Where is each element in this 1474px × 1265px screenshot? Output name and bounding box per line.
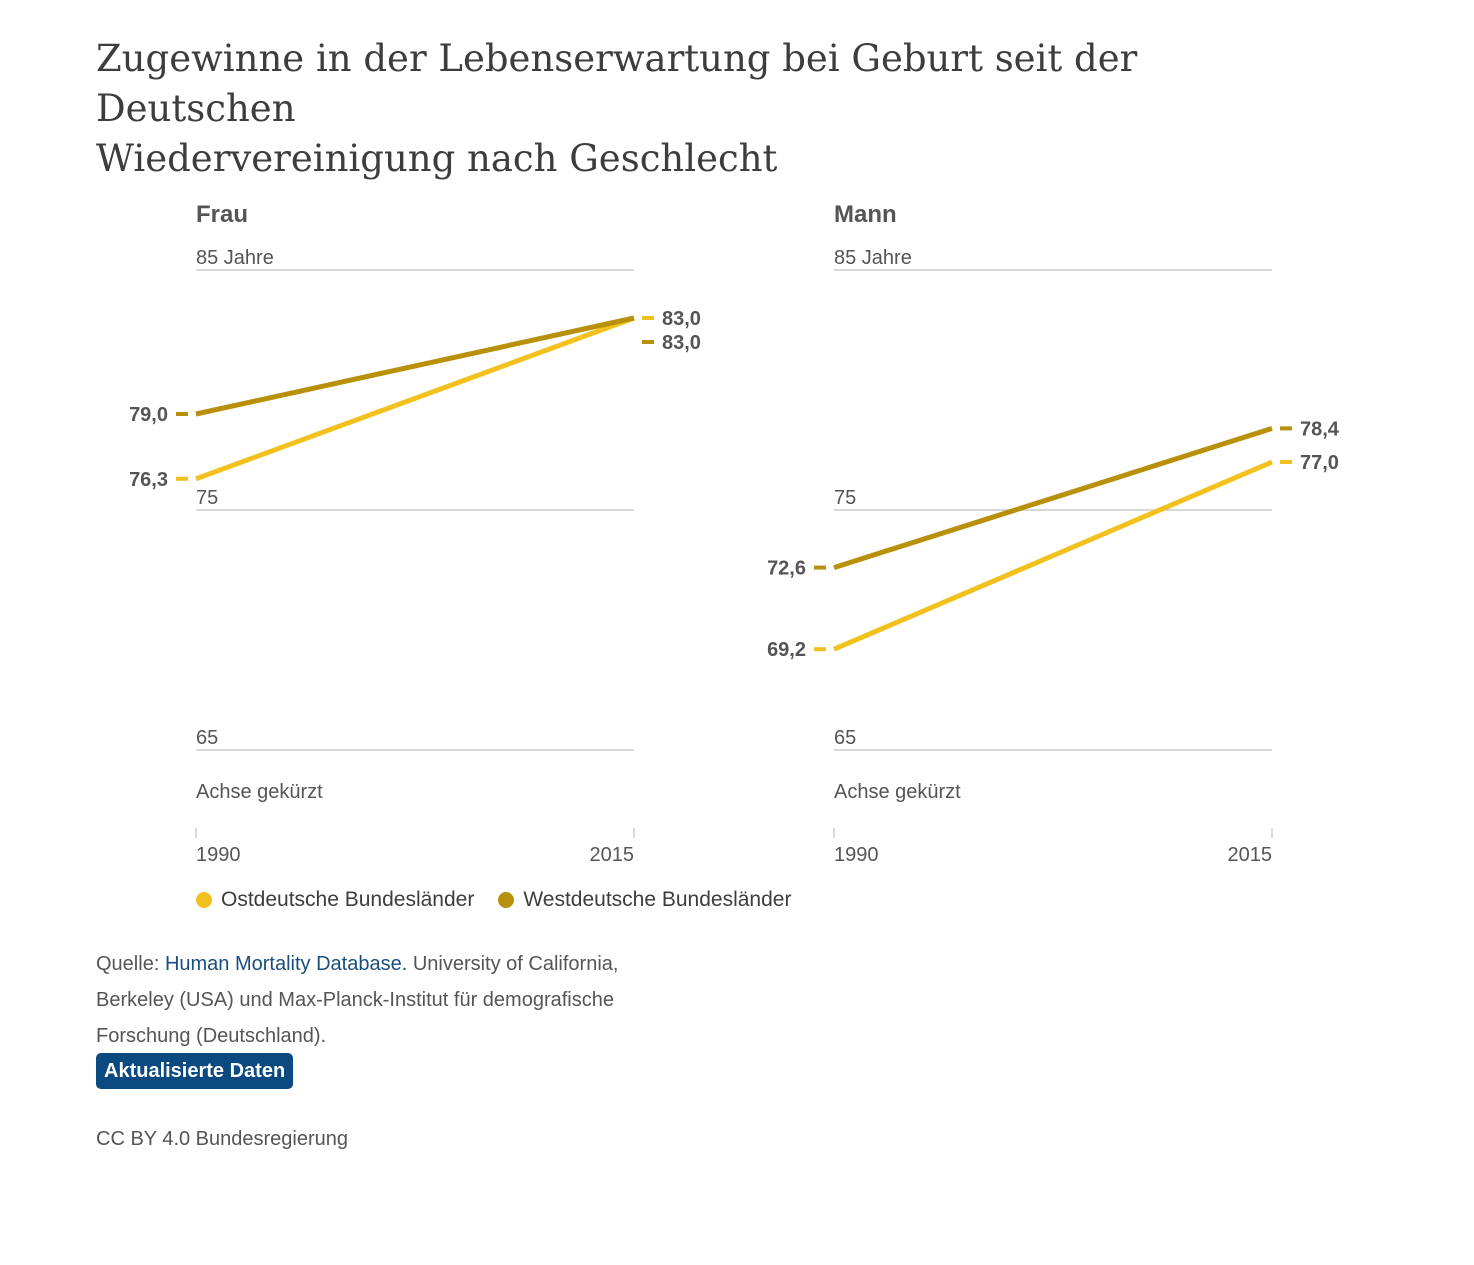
legend-dot-ost-icon	[196, 892, 212, 908]
panel-2-series-ost-line	[833, 459, 1273, 652]
panel-2-series-west-line	[833, 426, 1273, 570]
legend-item-west: Westdeutsche Bundesländer	[498, 888, 791, 912]
source-note: Quelle: Human Mortality Database. Univer…	[96, 946, 696, 1054]
charts-area: Frau 85 Jahre 75 65 Achse gekürzt 1990 2015 76,…	[129, 201, 1340, 866]
chart-title: Zugewinne in der Lebenserwartung bei Geb…	[96, 34, 1296, 184]
source-link[interactable]: Human Mortality Database.	[164, 953, 408, 975]
panel-2-series-west-start-label: 72,6	[767, 558, 806, 580]
panel-1-axis-note: Achse gekürzt	[196, 781, 323, 803]
legend-label-ost: Ostdeutsche Bundesländer	[221, 888, 475, 911]
panel-2-axis-note: Achse gekürzt	[834, 781, 961, 803]
panel-1-series-ost-end-label: 83,0	[662, 308, 701, 330]
legend-dot-west-icon	[498, 892, 515, 908]
panel-2-y-tick-label-85: 85 Jahre	[834, 247, 912, 269]
panel-2-y-tick-label-75: 75	[834, 487, 856, 509]
source-rest: University of California, Berkeley (USA)…	[96, 953, 619, 1047]
panel-1-x-tick-label-1990: 1990	[196, 844, 241, 866]
panel-2-y-tick-label-65: 65	[834, 727, 856, 749]
panel-1-y-tick-label-85: 85 Jahre	[196, 247, 274, 269]
panel-1-series-west-line	[195, 315, 635, 417]
updated-data-button[interactable]: Aktualisierte Daten	[96, 1053, 294, 1089]
panel-1-y-tick-label-75: 75	[196, 487, 218, 509]
panel-1-y-tick-label-65: 65	[196, 727, 218, 749]
legend-item-ost: Ostdeutsche Bundesländer	[196, 888, 474, 912]
chart-title-line-1: Zugewinne in der Lebenserwartung bei Geb…	[96, 37, 1138, 130]
source-prefix: Quelle:	[96, 953, 165, 975]
chart-title-line-2: Wiedervereinigung nach Geschlecht	[96, 137, 778, 180]
panel-1-series-ost-start-label: 76,3	[129, 469, 168, 491]
panel-2-title: Mann	[834, 201, 897, 228]
panel-1-series-west-start-label: 79,0	[129, 404, 168, 426]
legend: Ostdeutsche Bundesländer Westdeutsche Bu…	[196, 888, 815, 912]
panel-2-x-tick-label-2015: 2015	[1228, 844, 1273, 866]
panel-2-series-ost-start-label: 69,2	[767, 639, 806, 661]
license-note: CC BY 4.0 Bundesregierung	[96, 1128, 349, 1150]
legend-label-west: Westdeutsche Bundesländer	[523, 888, 792, 911]
panel-1-series-west-end-label: 83,0	[662, 332, 701, 354]
panel-2-series-ost-end-label: 77,0	[1300, 452, 1339, 474]
panel-2-series-west-end-label: 78,4	[1300, 418, 1340, 440]
panel-2-x-tick-label-1990: 1990	[834, 844, 879, 866]
panel-1-x-tick-label-2015: 2015	[590, 844, 635, 866]
panel-1-series-ost-line	[195, 315, 635, 482]
panel-1-title: Frau	[196, 201, 248, 228]
